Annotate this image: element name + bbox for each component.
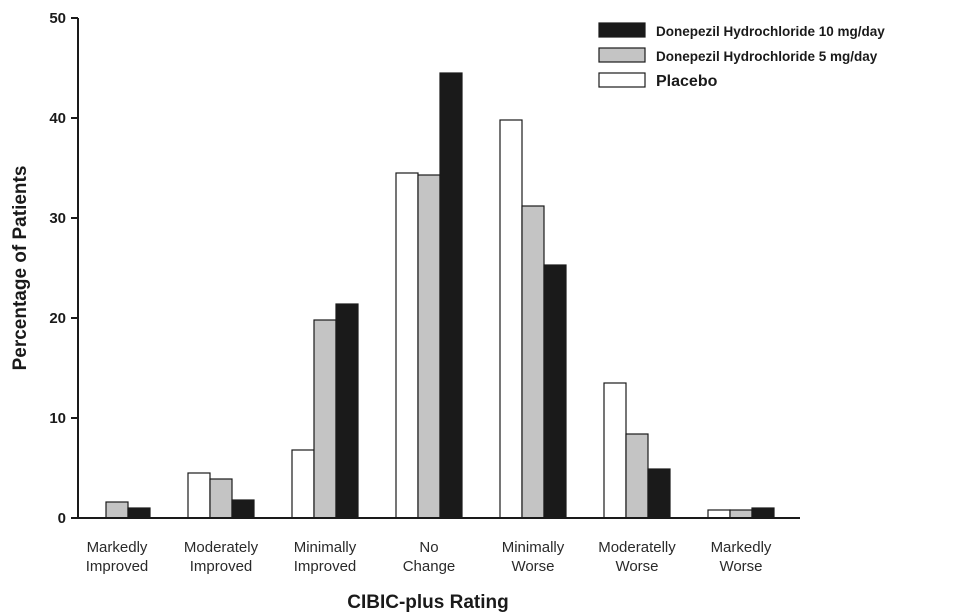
x-category-label: No Change	[403, 539, 456, 575]
bars	[105, 72, 775, 519]
y-tick-label: 20	[49, 310, 66, 327]
bar	[729, 509, 753, 519]
y-tick-label: 40	[49, 110, 66, 127]
legend-swatch	[598, 47, 646, 63]
legend-swatch	[598, 72, 646, 88]
y-tick-label: 10	[49, 410, 66, 427]
bar	[499, 119, 523, 519]
bar	[105, 501, 129, 519]
bar	[647, 468, 671, 519]
bar	[625, 433, 649, 519]
legend-label: Placebo	[656, 73, 718, 90]
bar	[521, 205, 545, 519]
bar	[543, 264, 567, 519]
bar	[395, 172, 419, 519]
x-category-labels: Markedly Improved Moderately Improved Minima…	[86, 539, 772, 575]
y-tick-label: 30	[49, 210, 66, 227]
axes	[77, 18, 800, 519]
bar	[313, 319, 337, 519]
y-axis-title: Percentage of Patients	[10, 166, 31, 371]
bar	[707, 509, 731, 519]
bar	[603, 382, 627, 519]
x-category-label: Minimally Improved	[294, 539, 357, 575]
legend: Donepezil Hydrochloride 10 mg/day Donepez…	[598, 22, 885, 90]
legend-swatch	[598, 22, 646, 38]
legend-label: Donepezil Hydrochloride 5 mg/day	[656, 49, 878, 64]
bar	[751, 507, 775, 519]
bar	[231, 499, 255, 519]
bar	[439, 72, 463, 519]
x-category-label: Markedly Worse	[711, 539, 772, 575]
y-tick-label: 0	[58, 510, 66, 527]
x-category-label: Moderatelly Worse	[598, 539, 676, 575]
x-category-label: Moderately Improved	[184, 539, 259, 575]
bar	[187, 472, 211, 519]
bar	[291, 449, 315, 519]
y-ticks: 0 10 20 30 40 50	[49, 10, 78, 527]
x-category-label: Minimally Worse	[502, 539, 565, 575]
bar	[127, 507, 151, 519]
y-tick-label: 50	[49, 10, 66, 27]
bar	[209, 478, 233, 519]
bar	[335, 303, 359, 519]
bar	[417, 174, 441, 519]
x-category-label: Markedly Improved	[86, 539, 149, 575]
x-axis-title: CIBIC-plus Rating	[347, 592, 509, 613]
legend-label: Donepezil Hydrochloride 10 mg/day	[656, 24, 885, 39]
